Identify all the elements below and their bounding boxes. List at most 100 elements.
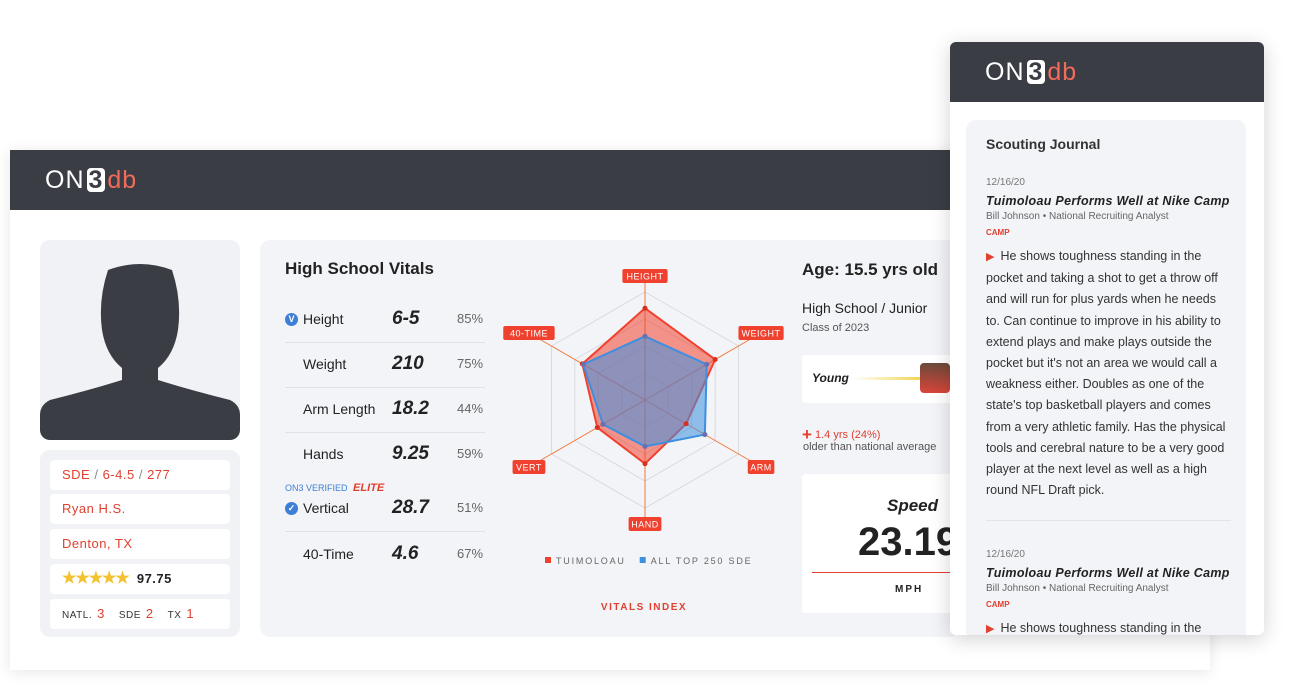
entry-date: 12/16/20 bbox=[986, 549, 1025, 560]
vital-percentile: 75% bbox=[457, 356, 484, 371]
radar-point bbox=[702, 432, 708, 438]
speed-unit: MPH bbox=[895, 584, 924, 595]
vital-value: 6-5 bbox=[392, 308, 420, 329]
player-thumb bbox=[920, 363, 950, 393]
legend-label: TUIMOLOAU bbox=[556, 556, 626, 566]
entry-tag: CAMP bbox=[986, 600, 1010, 609]
speed-divider bbox=[812, 572, 962, 573]
entry-arrow: ▶ bbox=[986, 623, 995, 635]
entry-divider bbox=[986, 520, 1231, 521]
vital-value: 9.25 bbox=[392, 443, 429, 464]
entry-arrow: ▶ bbox=[986, 251, 995, 263]
radar-chart: HEIGHT WEIGHT ARM HAND VERT 40-TIME TUIMOLOAU A… bbox=[503, 269, 784, 613]
radar-point bbox=[642, 305, 648, 311]
radar-point bbox=[712, 357, 718, 362]
separator: / bbox=[134, 467, 148, 482]
chart-title: VITALS INDEX bbox=[601, 602, 687, 613]
age-delta-value: 1.4 yrs (24%) bbox=[815, 429, 881, 441]
axis-label: HAND bbox=[631, 520, 659, 530]
vital-value: 210 bbox=[392, 353, 424, 374]
entry-role: National Recruiting Analyst bbox=[1048, 211, 1169, 222]
radar-point bbox=[642, 443, 648, 449]
axis-label: VERT bbox=[516, 463, 542, 473]
radar-point bbox=[683, 421, 689, 427]
axis-label: ARM bbox=[750, 463, 772, 473]
row-divider bbox=[285, 531, 485, 532]
age-level: High School / Junior bbox=[802, 300, 928, 316]
journal-panel: ON 3 db Scouting Journal 12/16/20 Tuimoloau… bbox=[950, 42, 1264, 635]
rankings-box: NATL. 3 SDE 2 TX 1 bbox=[50, 599, 230, 629]
radar-point bbox=[642, 333, 648, 339]
logo-part: 3 bbox=[1026, 58, 1046, 86]
axis-label-bg bbox=[622, 269, 668, 283]
speed-value: 23.19 bbox=[858, 520, 959, 564]
age-delta-note: older than national average bbox=[803, 441, 937, 453]
location: Denton, TX bbox=[50, 529, 230, 559]
avatar-card bbox=[40, 240, 240, 440]
vital-percentile: 51% bbox=[457, 500, 484, 515]
journal-title: Scouting Journal bbox=[986, 136, 1101, 152]
ranking-value: 2 bbox=[145, 606, 154, 621]
radar-point bbox=[600, 421, 606, 427]
height: 6-4.5 bbox=[102, 467, 135, 482]
age-title: Age: 15.5 yrs old bbox=[802, 260, 939, 279]
age-delta: + 1.4 yrs (24%) bbox=[802, 425, 880, 445]
entry-body: He shows toughness standing in the bbox=[1000, 621, 1202, 635]
axis-label-bg bbox=[503, 326, 555, 340]
check-icon: ✓ bbox=[285, 502, 298, 515]
entry-author: Bill Johnson bbox=[986, 211, 1040, 222]
vital-value: 28.7 bbox=[392, 497, 429, 518]
bullet: • bbox=[1039, 583, 1049, 594]
radar-point bbox=[580, 361, 586, 367]
logo[interactable]: ON 3 db bbox=[45, 166, 137, 195]
separator: / bbox=[90, 467, 103, 482]
entry-body: He shows toughness standing in the pocke… bbox=[986, 249, 1226, 498]
logo-part: db bbox=[107, 166, 138, 194]
vital-value: 18.2 bbox=[392, 398, 429, 419]
journal-logo[interactable]: ON 3 db bbox=[985, 58, 1077, 87]
entry-title: Tuimoloau Performs Well at Nike Camp bbox=[986, 566, 1230, 580]
vital-percentile: 44% bbox=[457, 401, 484, 416]
school: Ryan H.S. bbox=[50, 494, 230, 524]
vitals-title: High School Vitals bbox=[285, 259, 434, 278]
legend-swatch bbox=[545, 557, 551, 563]
entry-byline: Bill Johnson • National Recruiting Analy… bbox=[986, 211, 1169, 222]
ranking-label: TX bbox=[167, 610, 182, 621]
silhouette-shape bbox=[40, 264, 240, 440]
ranking-label: SDE bbox=[118, 610, 141, 621]
bullet: • bbox=[1039, 211, 1049, 222]
journal-header bbox=[950, 42, 1264, 102]
stars: ★★★★★ bbox=[62, 570, 130, 587]
radar-point bbox=[594, 425, 600, 431]
ranking-value: 3 bbox=[97, 606, 105, 621]
radar-point bbox=[704, 361, 710, 367]
rating-box: ★★★★★ 97.75 bbox=[50, 564, 230, 594]
axis-label: HEIGHT bbox=[626, 272, 663, 282]
vital-label: Height bbox=[303, 311, 344, 327]
entry-body-wrap: ▶ He shows toughness standing in the bbox=[986, 618, 1230, 635]
entry-tag: CAMP bbox=[986, 228, 1010, 237]
position: SDE bbox=[62, 467, 91, 482]
rating: 97.75 bbox=[136, 571, 172, 586]
entry-date: 12/16/20 bbox=[986, 177, 1025, 188]
speed-label: Speed bbox=[887, 496, 939, 515]
entry-body-wrap: ▶ He shows toughness standing in the pock… bbox=[986, 246, 1230, 501]
logo-part: db bbox=[1047, 58, 1078, 86]
vital-label: Arm Length bbox=[303, 401, 376, 417]
axis-label-bg bbox=[628, 517, 662, 531]
vital-label: 40-Time bbox=[303, 546, 354, 562]
ranking-value: 1 bbox=[186, 606, 195, 621]
row-divider bbox=[285, 432, 485, 433]
entry-author: Bill Johnson bbox=[986, 583, 1040, 594]
age-class: Class of 2023 bbox=[802, 322, 870, 334]
age-bar-label: Young bbox=[812, 371, 849, 385]
v-icon: V bbox=[285, 313, 298, 326]
info-card: SDE / 6-4.5 / 277 Ryan H.S. Denton, TX ★… bbox=[40, 450, 240, 637]
axis-label: WEIGHT bbox=[742, 329, 781, 339]
vital-label: Hands bbox=[303, 446, 344, 462]
logo-part: ON bbox=[985, 58, 1025, 86]
row-divider bbox=[285, 387, 485, 388]
age-bar-card: Young bbox=[802, 355, 962, 403]
